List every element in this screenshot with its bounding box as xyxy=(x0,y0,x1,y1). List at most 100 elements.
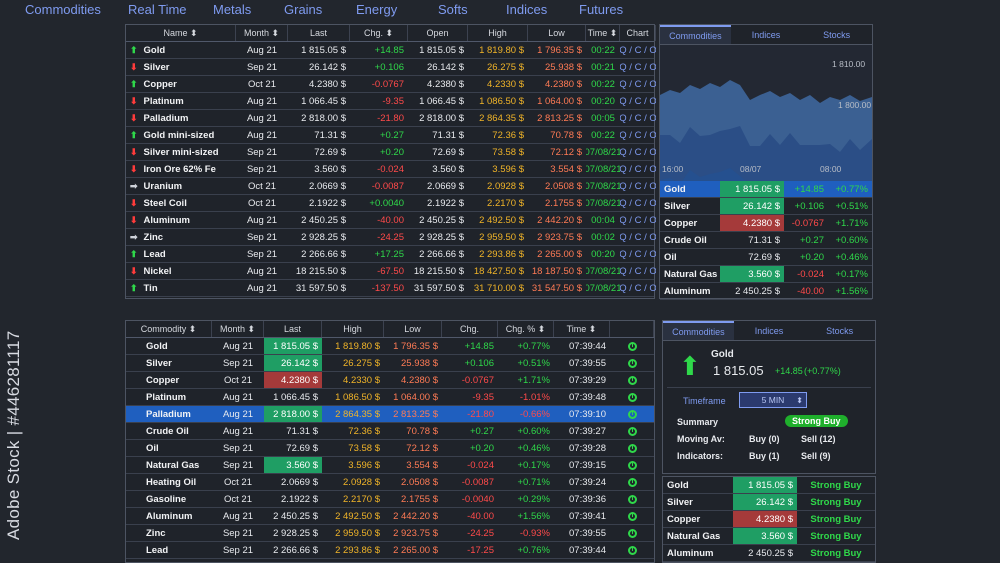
nav-grains[interactable]: Grains xyxy=(284,2,323,17)
timeframe-select[interactable]: 5 MIN ⬍ xyxy=(739,392,807,408)
chart-links[interactable]: Q / C / O xyxy=(620,129,656,141)
clock-icon[interactable] xyxy=(627,426,637,436)
table-row[interactable]: Natural Gas Sep 21 3.560 $ 3.596 $ 3.554 $ -0… xyxy=(126,457,654,474)
chart-links[interactable]: Q / C / O xyxy=(620,248,656,260)
signal-row[interactable]: Natural Gas 3.560 $ Strong Buy xyxy=(663,528,875,545)
tab-commodities[interactable]: Commodities xyxy=(660,25,731,44)
clock-icon[interactable] xyxy=(627,392,637,402)
signal-row[interactable]: Gold 1 815.05 $ Strong Buy xyxy=(663,477,875,494)
table-row[interactable]: Heating Oil Oct 21 2.0669 $ 2.0928 $ 2.0508 … xyxy=(126,474,654,491)
clock-icon[interactable] xyxy=(627,409,637,419)
quote-row[interactable]: Gold 1 815.05 $ +14.85 +0.77% xyxy=(660,181,872,198)
header-8[interactable]: Chart xyxy=(620,25,656,41)
header-2[interactable]: Last xyxy=(264,321,322,337)
chart-links[interactable]: Q / C / O xyxy=(620,112,656,124)
table-row[interactable]: ⬇ Nickel Aug 21 18 215.50 $ -67.50 18 215.50 … xyxy=(126,263,656,280)
header-7[interactable]: Time ⬍ xyxy=(554,321,610,337)
header-3[interactable]: High xyxy=(322,321,384,337)
chart-links[interactable]: Q / C / O xyxy=(620,214,656,226)
chart-links[interactable]: Q / C / O xyxy=(620,180,656,192)
quote-row[interactable]: Aluminum 2 450.25 $ -40.00 +1.56% xyxy=(660,283,872,300)
clock-icon[interactable] xyxy=(627,477,637,487)
table-row[interactable]: ⬇ Silver Sep 21 26.142 $ +0.106 26.142 $ 26.27… xyxy=(126,59,656,76)
table-row[interactable]: ⬇ Palladium Aug 21 2 818.00 $ -21.80 2 818.00… xyxy=(126,110,656,127)
chart-links[interactable]: Q / C / O xyxy=(620,265,656,277)
table-row[interactable]: Silver Sep 21 26.142 $ 26.275 $ 25.938 $ +0.1… xyxy=(126,355,654,372)
header-1[interactable]: Month ⬍ xyxy=(212,321,264,337)
table-row[interactable]: Oil Sep 21 72.69 $ 73.58 $ 72.12 $ +0.20 +0.46… xyxy=(126,440,654,457)
table-row[interactable]: Palladium Aug 21 2 818.00 $ 2 864.35 $ 2 813… xyxy=(126,406,654,423)
table-row[interactable]: ⬆ Gold Aug 21 1 815.05 $ +14.85 1 815.05 $ 1 8… xyxy=(126,42,656,59)
chart-links[interactable]: Q / C / O xyxy=(620,95,656,107)
header-6[interactable]: Low xyxy=(528,25,586,41)
table-row[interactable]: Zinc Sep 21 2 928.25 $ 2 959.50 $ 2 923.75 $… xyxy=(126,525,654,542)
nav-metals[interactable]: Metals xyxy=(213,2,252,17)
table-row[interactable]: ⬇ Iron Ore 62% Fe Sep 21 3.560 $ -0.024 3.560… xyxy=(126,161,656,178)
chart-links[interactable]: Q / C / O xyxy=(620,61,656,73)
header-7[interactable]: Time ⬍ xyxy=(586,25,620,41)
clock-icon[interactable] xyxy=(627,528,637,538)
header-1[interactable]: Month ⬍ xyxy=(236,25,288,41)
clock-icon[interactable] xyxy=(627,443,637,453)
nav-softs[interactable]: Softs xyxy=(438,2,468,17)
table-row[interactable]: Copper Oct 21 4.2380 $ 4.2330 $ 4.2380 $ -0.0… xyxy=(126,372,654,389)
clock-icon[interactable] xyxy=(627,511,637,521)
table-row[interactable]: Platinum Aug 21 1 066.45 $ 1 086.50 $ 1 064.… xyxy=(126,389,654,406)
table-row[interactable]: Gold Aug 21 1 815.05 $ 1 819.80 $ 1 796.35 $… xyxy=(126,338,654,355)
clock-icon[interactable] xyxy=(627,494,637,504)
quote-row[interactable]: Natural Gas 3.560 $ -0.024 +0.17% xyxy=(660,266,872,283)
header-0[interactable]: Name ⬍ xyxy=(126,25,236,41)
table-row[interactable]: ⬇ Aluminum Aug 21 2 450.25 $ -40.00 2 450.25 … xyxy=(126,212,656,229)
nav-indices[interactable]: Indices xyxy=(506,2,548,17)
tab-stocks[interactable]: Stocks xyxy=(823,29,851,40)
table-row[interactable]: ⬇ Steel Coil Oct 21 2.1922 $ +0.0040 2.1922 $… xyxy=(126,195,656,212)
header-8[interactable] xyxy=(610,321,654,337)
table-row[interactable]: ⬇ Platinum Aug 21 1 066.45 $ -9.35 1 066.45 $… xyxy=(126,93,656,110)
header-2[interactable]: Last xyxy=(288,25,350,41)
header-5[interactable]: Chg. xyxy=(442,321,498,337)
tab-indices[interactable]: Indices xyxy=(751,29,781,40)
header-5[interactable]: High xyxy=(468,25,528,41)
table-row[interactable]: Gasoline Oct 21 2.1922 $ 2.2170 $ 2.1755 $ -0… xyxy=(126,491,654,508)
chart-links[interactable]: Q / C / O xyxy=(620,231,656,243)
table-row[interactable]: Lead Sep 21 2 266.66 $ 2 293.86 $ 2 265.00 $… xyxy=(126,542,654,559)
chart-links[interactable]: Q / C / O xyxy=(620,197,656,209)
tab-indices[interactable]: Indices xyxy=(754,325,784,336)
tab-stocks[interactable]: Stocks xyxy=(826,325,854,336)
table-row[interactable]: ⬆ Copper Oct 21 4.2380 $ -0.0767 4.2380 $ 4.23… xyxy=(126,76,656,93)
chart-links[interactable]: Q / C / O xyxy=(620,146,656,158)
header-6[interactable]: Chg. % ⬍ xyxy=(498,321,554,337)
table-row[interactable]: ⬆ Gold mini-sized Aug 21 71.31 $ +0.27 71.31 … xyxy=(126,127,656,144)
table-row[interactable]: ⬇ Silver mini-sized Sep 21 72.69 $ +0.20 72.6… xyxy=(126,144,656,161)
clock-icon[interactable] xyxy=(627,358,637,368)
quote-row[interactable]: Silver 26.142 $ +0.106 +0.51% xyxy=(660,198,872,215)
chart-links[interactable]: Q / C / O xyxy=(620,282,656,294)
signal-row[interactable]: Aluminum 2 450.25 $ Strong Buy xyxy=(663,545,875,562)
header-4[interactable]: Low xyxy=(384,321,442,337)
clock-icon[interactable] xyxy=(627,460,637,470)
table-row[interactable]: ➡ Uranium Oct 21 2.0669 $ -0.0087 2.0669 $ 2.0… xyxy=(126,178,656,195)
table-row[interactable]: ⬆ Lead Sep 21 2 266.66 $ +17.25 2 266.66 $ 2 2… xyxy=(126,246,656,263)
chart-links[interactable]: Q / C / O xyxy=(620,163,656,175)
quote-row[interactable]: Copper 4.2380 $ -0.0767 +1.71% xyxy=(660,215,872,232)
quote-row[interactable]: Crude Oil 71.31 $ +0.27 +0.60% xyxy=(660,232,872,249)
table-row[interactable]: Crude Oil Aug 21 71.31 $ 72.36 $ 70.78 $ +0.2… xyxy=(126,423,654,440)
signal-row[interactable]: Silver 26.142 $ Strong Buy xyxy=(663,494,875,511)
table-row[interactable]: ➡ Zinc Sep 21 2 928.25 $ -24.25 2 928.25 $ 2 9… xyxy=(126,229,656,246)
nav-futures[interactable]: Futures xyxy=(579,2,624,17)
nav-commodities[interactable]: Commodities xyxy=(25,2,101,17)
header-0[interactable]: Commodity ⬍ xyxy=(126,321,212,337)
clock-icon[interactable] xyxy=(627,375,637,385)
chart-links[interactable]: Q / C / O xyxy=(620,44,656,56)
table-row[interactable]: Aluminum Aug 21 2 450.25 $ 2 492.50 $ 2 442.… xyxy=(126,508,654,525)
signal-row[interactable]: Copper 4.2380 $ Strong Buy xyxy=(663,511,875,528)
clock-icon[interactable] xyxy=(627,341,637,351)
nav-energy[interactable]: Energy xyxy=(356,2,398,17)
header-3[interactable]: Chg. ⬍ xyxy=(350,25,408,41)
table-row[interactable]: ⬆ Tin Aug 21 31 597.50 $ -137.50 31 597.50 $ 3… xyxy=(126,280,656,297)
header-4[interactable]: Open xyxy=(408,25,468,41)
tab-commodities[interactable]: Commodities xyxy=(663,321,734,340)
clock-icon[interactable] xyxy=(627,545,637,555)
chart-links[interactable]: Q / C / O xyxy=(620,78,656,90)
quote-row[interactable]: Oil 72.69 $ +0.20 +0.46% xyxy=(660,249,872,266)
